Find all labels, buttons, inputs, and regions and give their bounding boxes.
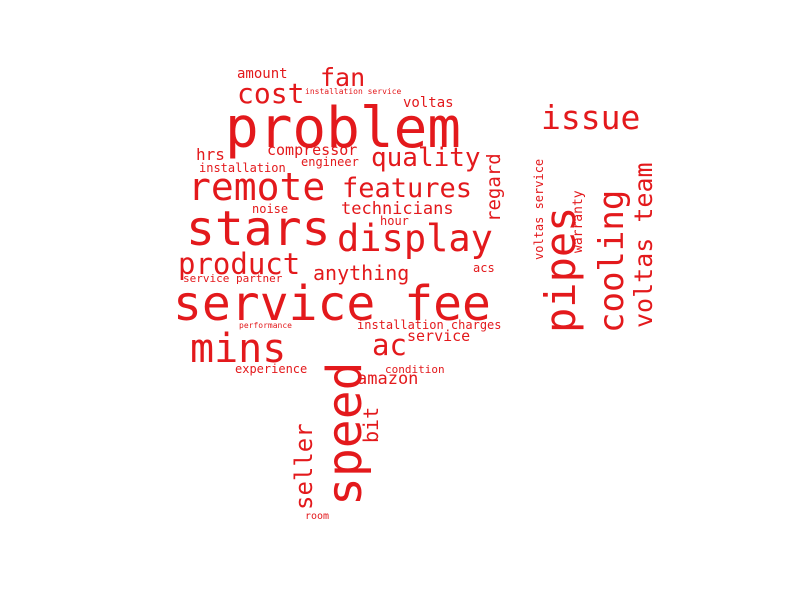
word-condition: condition	[385, 363, 445, 376]
word-engineer: engineer	[301, 155, 359, 169]
word-stars: stars	[186, 201, 331, 257]
word-hour: hour	[380, 214, 409, 228]
word-remote: remote	[188, 165, 326, 209]
word-installation-charges: installation charges	[357, 318, 502, 332]
word-ac: ac	[372, 328, 407, 362]
word-amount: amount	[237, 66, 288, 82]
word-technicians: technicians	[341, 199, 454, 219]
word-cost: cost	[237, 77, 305, 110]
word-fan: fan	[320, 63, 366, 92]
word-voltas: voltas	[403, 95, 454, 111]
word-compressor: compressor	[267, 141, 358, 159]
word-anything: anything	[313, 261, 410, 285]
word-product: product	[178, 247, 301, 281]
word-cooling: cooling	[592, 189, 632, 333]
word-installation-service: installation service	[305, 87, 402, 96]
word-problem: problem	[225, 96, 462, 161]
word-quality: quality	[371, 143, 481, 173]
word-service-fee: service fee	[173, 276, 491, 332]
word-voltas-team: voltas team	[629, 162, 658, 328]
word-seller: seller	[290, 423, 318, 510]
word-service: service	[407, 327, 471, 345]
word-issue: issue	[541, 98, 641, 137]
word-experience: experience	[235, 362, 308, 376]
word-bit: bit	[359, 406, 383, 443]
word-acs: acs	[473, 261, 495, 275]
word-room: room	[305, 511, 330, 522]
word-display: display	[337, 217, 493, 260]
word-warranty: warranty	[571, 190, 586, 253]
word-amazon: amazon	[357, 369, 419, 389]
word-service-partner: service partner	[183, 272, 283, 285]
word-regard: regard	[483, 153, 505, 222]
word-features: features	[342, 173, 473, 204]
word-noise: noise	[252, 202, 289, 216]
word-installation: installation	[199, 161, 286, 175]
word-performance: performance	[239, 321, 292, 330]
word-voltas-service: voltas service	[532, 158, 546, 260]
word-mins: mins	[190, 326, 287, 372]
word-hrs: hrs	[196, 145, 225, 164]
